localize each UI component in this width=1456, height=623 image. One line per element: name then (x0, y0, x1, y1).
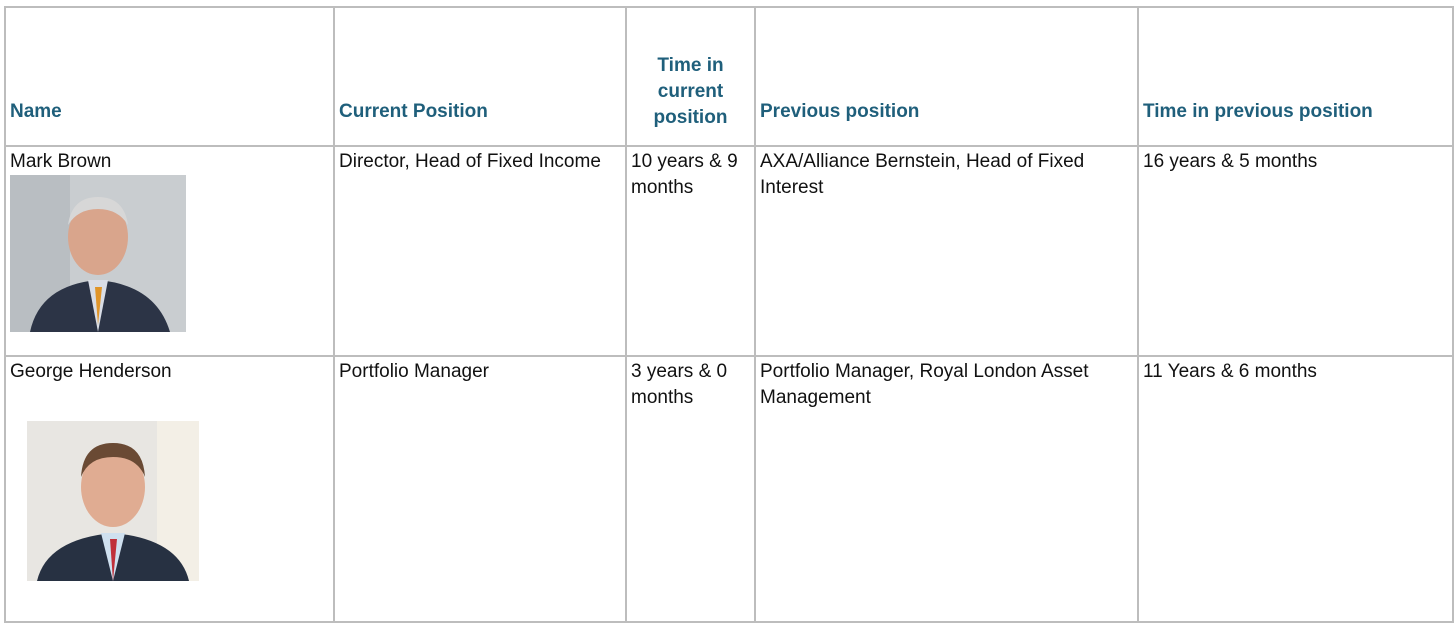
cell: 11 Years & 6 months (1137, 355, 1454, 623)
cell: Portfolio Manager (333, 355, 627, 623)
name: Mark Brown (10, 151, 112, 172)
photo (10, 175, 186, 332)
cell: Mark Brown (4, 145, 335, 357)
photo (27, 421, 199, 581)
header-cell: Time in previous position (1137, 6, 1454, 147)
row: George Henderson Portfolio Manager 3 yea… (4, 355, 1454, 623)
cell: 10 years & 9 months (625, 145, 756, 357)
name: George Henderson (10, 361, 172, 382)
cell: Director, Head of Fixed Income (333, 145, 627, 357)
header-cell: Name (4, 6, 335, 147)
cell: 16 years & 5 months (1137, 145, 1454, 357)
header-cell: Previous position (754, 6, 1139, 147)
header-cell: Current Position (333, 6, 627, 147)
header-row: Name Current Position Time in current po… (4, 6, 1454, 147)
page: Name Current Position Time in current po… (4, 6, 1454, 623)
cell: 3 years & 0 months (625, 355, 756, 623)
cell: George Henderson (4, 355, 335, 623)
cell: Portfolio Manager, Royal London Asset Ma… (754, 355, 1139, 623)
staff-table: Name Current Position Time in current po… (4, 6, 1454, 623)
row: Mark Brown Director, Head of Fixed Incom… (4, 145, 1454, 357)
header-cell: Time in current position (625, 6, 756, 147)
cell: AXA/Alliance Bernstein, Head of Fixed In… (754, 145, 1139, 357)
